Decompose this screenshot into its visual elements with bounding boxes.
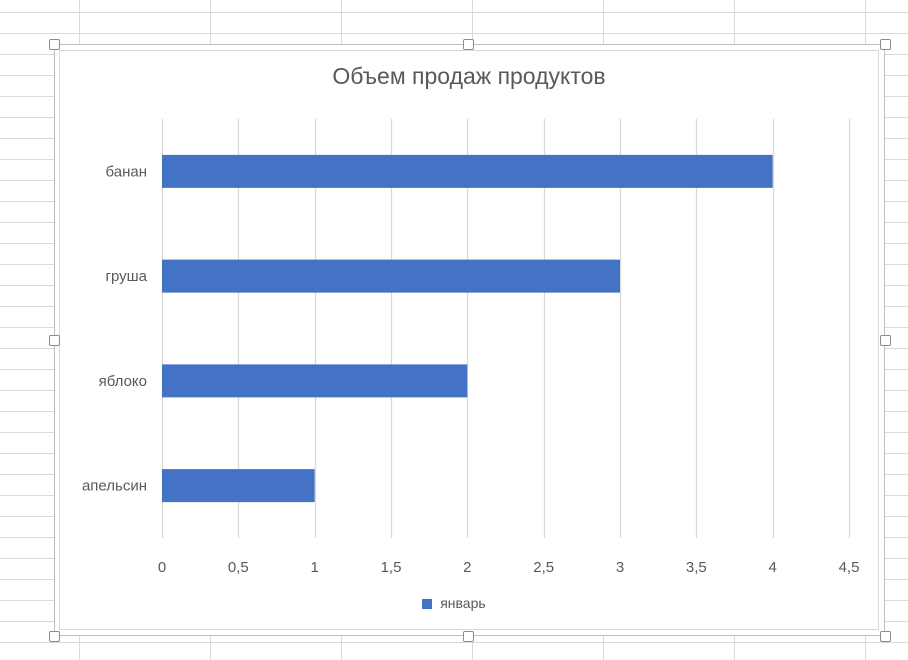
x-tick-label: 3,5 <box>686 559 707 576</box>
resize-handle-bottom-center[interactable] <box>463 631 474 642</box>
category-label: яблоко <box>99 373 147 390</box>
x-tick-label: 2,5 <box>533 559 554 576</box>
resize-handle-middle-right[interactable] <box>880 335 891 346</box>
category-label: груша <box>105 268 147 285</box>
resize-handle-top-left[interactable] <box>49 39 60 50</box>
x-tick-label: 0,5 <box>228 559 249 576</box>
x-tick-label: 4 <box>768 559 776 576</box>
x-tick-label: 4,5 <box>839 559 860 576</box>
x-tick-label: 3 <box>616 559 624 576</box>
bar-яблоко[interactable] <box>162 364 468 398</box>
x-axis-tick-labels: 0 0,5 1 1,5 2 2,5 3 3,5 4 4,5 <box>158 559 860 576</box>
x-tick-label: 1 <box>310 559 318 576</box>
x-tick-label: 1,5 <box>381 559 402 576</box>
bar-груша[interactable] <box>162 259 620 293</box>
y-axis-category-labels: банан груша яблоко апельсин <box>82 163 148 494</box>
bars <box>162 154 773 503</box>
legend[interactable]: январь <box>0 595 908 611</box>
resize-handle-bottom-right[interactable] <box>880 631 891 642</box>
gridlines <box>161 119 851 538</box>
category-label: апельсин <box>82 478 147 495</box>
bar-апельсин[interactable] <box>162 469 315 503</box>
legend-swatch-icon <box>422 599 433 609</box>
chart-area[interactable] <box>59 50 879 630</box>
chart-title[interactable]: Объем продаж продуктов <box>332 63 606 89</box>
legend-entry-label: январь <box>440 595 486 611</box>
category-label: банан <box>106 163 148 180</box>
resize-handle-middle-left[interactable] <box>49 335 60 346</box>
bar-банан[interactable] <box>162 154 773 188</box>
resize-handle-bottom-left[interactable] <box>49 631 60 642</box>
resize-handle-top-center[interactable] <box>463 39 474 50</box>
x-tick-label: 0 <box>158 559 166 576</box>
resize-handle-top-right[interactable] <box>880 39 891 50</box>
x-tick-label: 2 <box>463 559 471 576</box>
